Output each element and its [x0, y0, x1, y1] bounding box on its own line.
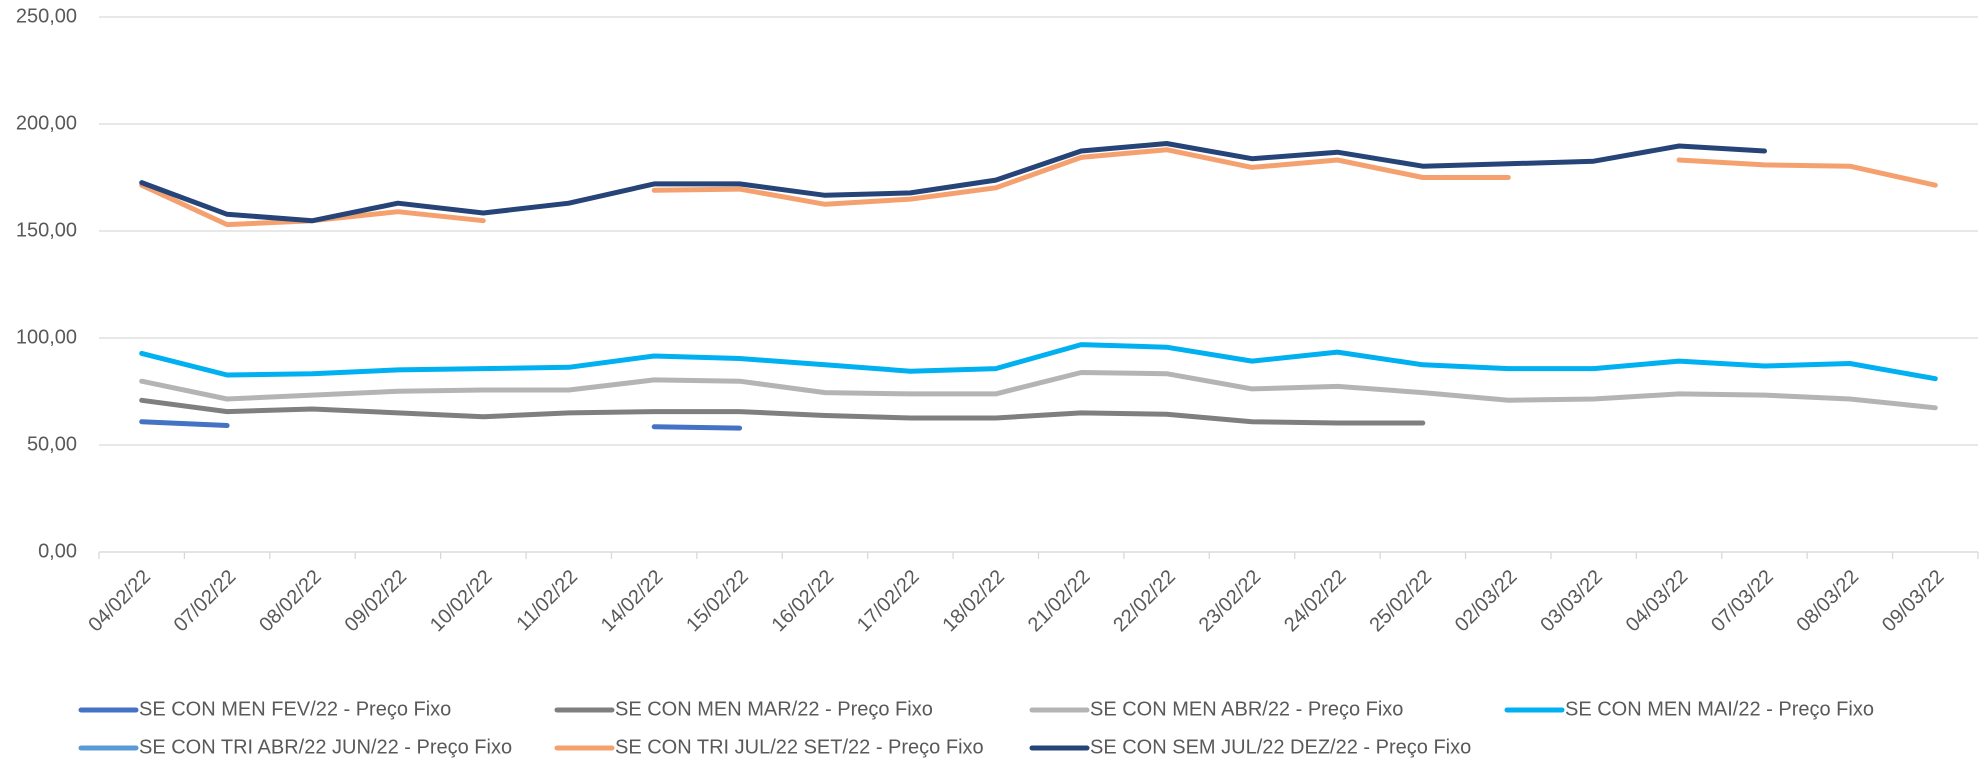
x-tick-label: 16/02/22	[768, 566, 839, 637]
x-tick-label: 25/02/22	[1365, 566, 1436, 637]
series-line	[139, 342, 1938, 382]
y-tick-label: 250,00	[16, 5, 77, 27]
x-tick-label: 17/02/22	[853, 566, 924, 637]
x-tick-label: 07/03/22	[1707, 566, 1778, 637]
y-tick-label: 0,00	[38, 540, 77, 562]
x-tick-label: 21/02/22	[1024, 566, 1095, 637]
x-tick-label: 07/02/22	[170, 566, 241, 637]
legend-label: SE CON MEN FEV/22 - Preço Fixo	[139, 698, 451, 720]
legend-label: SE CON MEN MAR/22 - Preço Fixo	[615, 698, 933, 720]
series-line	[139, 147, 1938, 228]
x-tick-label: 24/02/22	[1280, 566, 1351, 637]
x-tick-label: 18/02/22	[938, 566, 1009, 637]
series-line	[139, 419, 743, 431]
y-tick-label: 100,00	[16, 326, 77, 348]
legend-label: SE CON TRI ABR/22 JUN/22 - Preço Fixo	[139, 736, 512, 758]
y-tick-label: 150,00	[16, 219, 77, 241]
x-tick-label: 09/03/22	[1878, 566, 1949, 637]
legend-label: SE CON MEN ABR/22 - Preço Fixo	[1090, 698, 1403, 720]
x-tick-label: 23/02/22	[1195, 566, 1266, 637]
x-tick-label: 03/03/22	[1536, 566, 1607, 637]
x-tick-label: 09/02/22	[341, 566, 412, 637]
x-tick-label: 10/02/22	[426, 566, 497, 637]
legend-label: SE CON TRI JUL/22 SET/22 - Preço Fixo	[615, 736, 984, 758]
legend-label: SE CON SEM JUL/22 DEZ/22 - Preço Fixo	[1090, 736, 1471, 758]
x-tick-label: 11/02/22	[512, 566, 582, 636]
series-line	[139, 370, 1938, 411]
x-tick-label: 14/02/22	[597, 566, 668, 637]
legend-label: SE CON MEN MAI/22 - Preço Fixo	[1565, 698, 1874, 720]
y-tick-label: 50,00	[27, 433, 77, 455]
x-tick-label: 08/02/22	[255, 566, 326, 637]
series-line	[139, 141, 1767, 224]
x-tick-label: 02/03/22	[1451, 566, 1522, 637]
x-tick-label: 15/02/22	[682, 566, 753, 637]
x-tick-label: 04/02/22	[84, 566, 155, 637]
x-tick-label: 08/03/22	[1793, 566, 1864, 637]
x-tick-label: 22/02/22	[1109, 566, 1180, 637]
y-tick-label: 200,00	[16, 112, 77, 134]
x-tick-label: 04/03/22	[1622, 566, 1693, 637]
series-line	[139, 397, 1426, 426]
